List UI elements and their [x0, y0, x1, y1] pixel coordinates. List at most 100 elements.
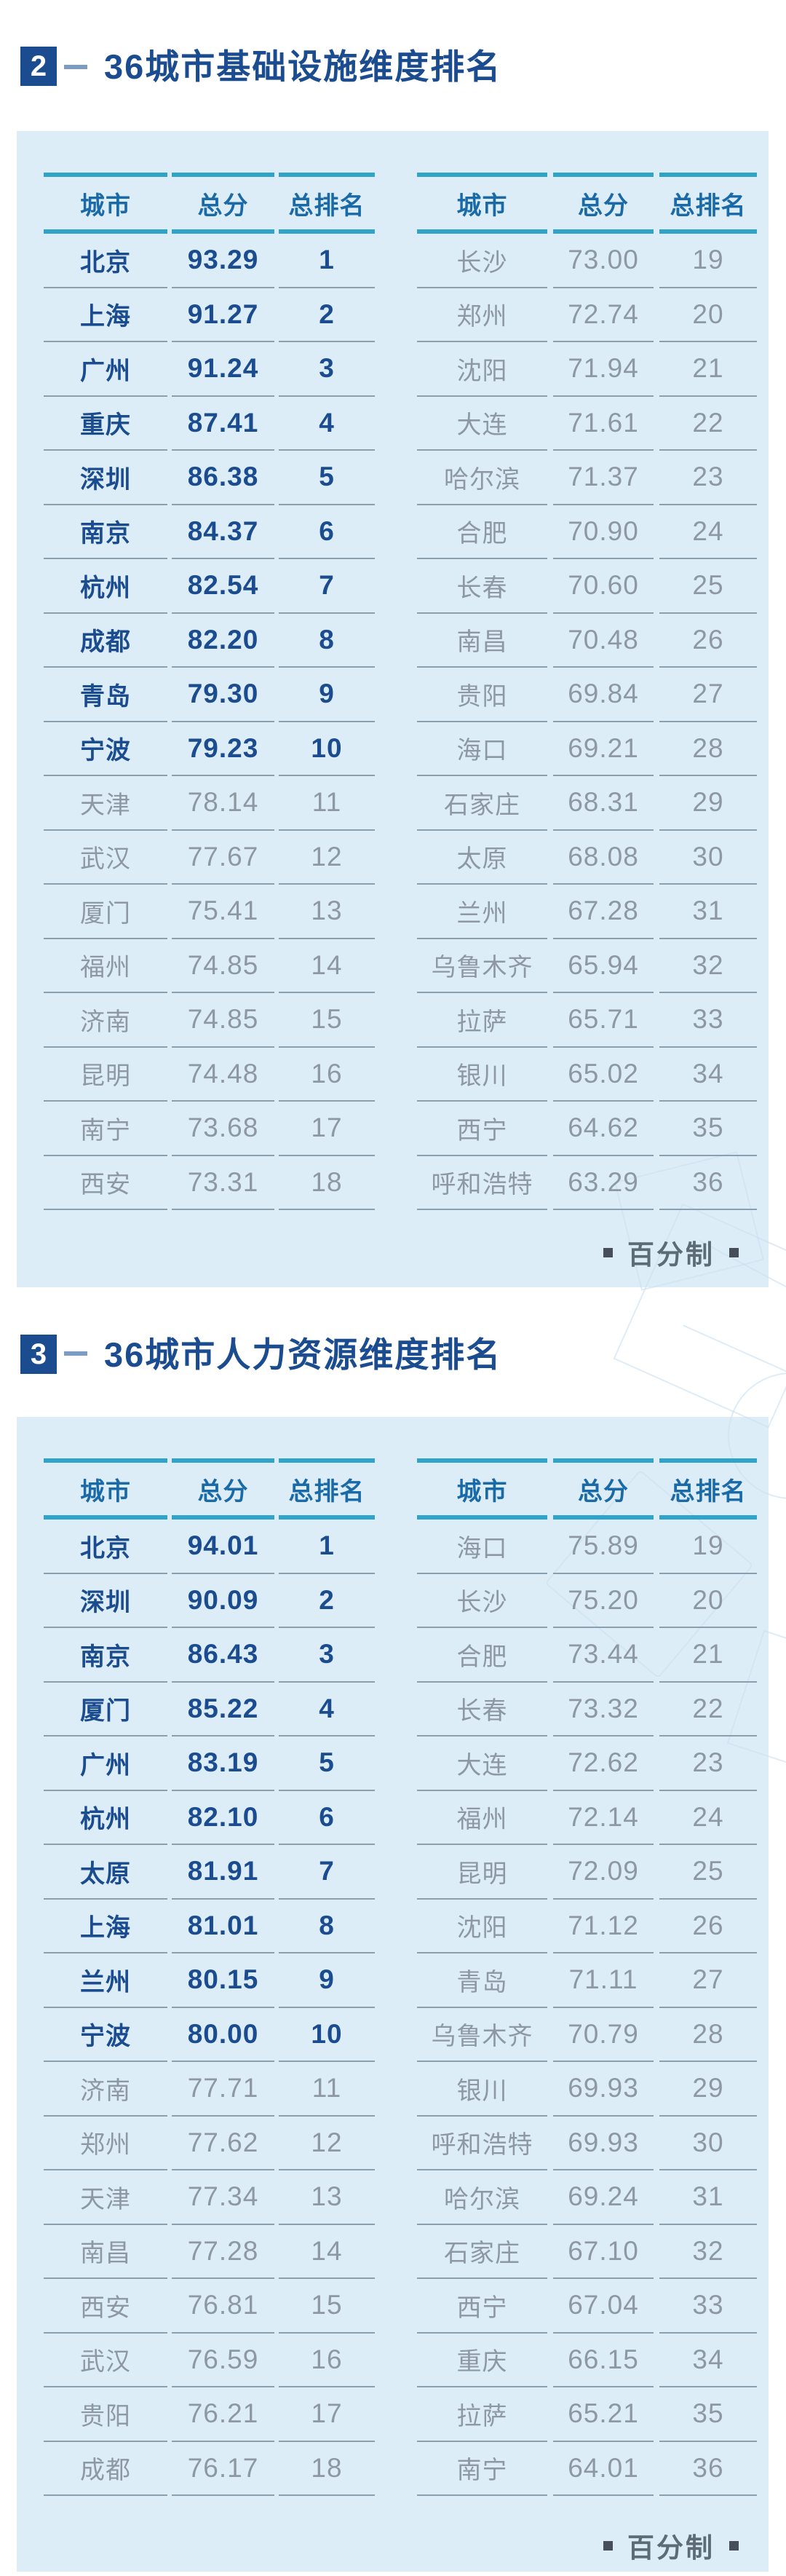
score-cell: 73.44	[553, 1628, 654, 1683]
score-cell: 81.91	[172, 1845, 274, 1900]
city-cell: 石家庄	[417, 776, 547, 831]
rank-cell: 33	[659, 2279, 757, 2334]
city-cell: 天津	[44, 2170, 167, 2225]
rank-cell: 3	[279, 342, 375, 397]
square-bullet-icon	[729, 2540, 739, 2551]
table-row: 福州 74.85 14	[44, 939, 375, 993]
table-row: 上海 81.01 8	[44, 1900, 375, 1953]
title-dash	[64, 65, 87, 69]
table-row: 太原 68.08 30	[417, 831, 757, 885]
column-header-city: 城市	[44, 1458, 167, 1520]
table-row: 石家庄 67.10 32	[417, 2225, 757, 2279]
table-row: 哈尔滨 71.37 23	[417, 451, 757, 505]
table-row: 昆明 72.09 25	[417, 1845, 757, 1900]
city-cell: 太原	[44, 1845, 167, 1900]
table-row: 济南 77.71 11	[44, 2062, 375, 2117]
rank-cell: 11	[279, 2062, 375, 2117]
score-cell: 70.79	[553, 2008, 654, 2062]
table-row: 青岛 71.11 27	[417, 1953, 757, 2008]
section-badge: 3	[20, 1335, 57, 1374]
city-cell: 太原	[417, 831, 547, 885]
table-row: 济南 74.85 15	[44, 993, 375, 1048]
rank-cell: 19	[659, 1520, 757, 1574]
table-row: 长沙 75.20 20	[417, 1574, 757, 1628]
score-cell: 80.00	[172, 2008, 274, 2062]
table-row: 深圳 90.09 2	[44, 1574, 375, 1628]
score-cell: 71.61	[553, 397, 654, 451]
table-row: 贵阳 69.84 27	[417, 668, 757, 722]
score-cell: 69.84	[553, 668, 654, 722]
score-cell: 71.12	[553, 1900, 654, 1953]
table-row: 西安 73.31 18	[44, 1156, 375, 1210]
rank-cell: 31	[659, 2170, 757, 2225]
city-cell: 武汉	[44, 2334, 167, 2387]
table-row: 乌鲁木齐 70.79 28	[417, 2008, 757, 2062]
table-row: 乌鲁木齐 65.94 32	[417, 939, 757, 993]
score-cell: 72.14	[553, 1791, 654, 1845]
city-cell: 重庆	[44, 397, 167, 451]
city-cell: 宁波	[44, 722, 167, 776]
rank-cell: 6	[279, 1791, 375, 1845]
city-cell: 哈尔滨	[417, 451, 547, 505]
city-cell: 济南	[44, 993, 167, 1048]
score-cell: 77.28	[172, 2225, 274, 2279]
table-row: 成都 76.17 18	[44, 2442, 375, 2496]
score-cell: 67.04	[553, 2279, 654, 2334]
city-cell: 杭州	[44, 559, 167, 614]
city-cell: 海口	[417, 722, 547, 776]
table-row: 武汉 76.59 16	[44, 2334, 375, 2387]
score-cell: 77.34	[172, 2170, 274, 2225]
score-cell: 82.10	[172, 1791, 274, 1845]
rank-cell: 23	[659, 451, 757, 505]
square-bullet-icon	[603, 1247, 613, 1257]
rank-cell: 16	[279, 2334, 375, 2387]
city-cell: 南京	[44, 1628, 167, 1683]
score-cell: 93.29	[172, 234, 274, 288]
city-cell: 武汉	[44, 831, 167, 885]
city-cell: 大连	[417, 397, 547, 451]
table-row: 南京 86.43 3	[44, 1628, 375, 1683]
rank-cell: 14	[279, 2225, 375, 2279]
score-cell: 65.71	[553, 993, 654, 1048]
table-row: 拉萨 65.21 35	[417, 2387, 757, 2442]
city-cell: 上海	[44, 1900, 167, 1953]
rank-cell: 21	[659, 1628, 757, 1683]
table-body-right: 长沙 73.00 19 郑州 72.74 20 沈阳 71.94 21 大连 71.61 22 哈尔滨 7…	[417, 234, 757, 1210]
score-cell: 70.90	[553, 505, 654, 559]
column-header-score: 总分	[172, 1458, 274, 1520]
city-cell: 厦门	[44, 885, 167, 939]
table-row: 郑州 72.74 20	[417, 288, 757, 342]
table-row: 天津 77.34 13	[44, 2170, 375, 2225]
rank-cell: 24	[659, 1791, 757, 1845]
city-cell: 哈尔滨	[417, 2170, 547, 2225]
score-cell: 79.30	[172, 668, 274, 722]
city-cell: 沈阳	[417, 342, 547, 397]
table-row: 大连 72.62 23	[417, 1737, 757, 1791]
score-cell: 84.37	[172, 505, 274, 559]
rank-cell: 30	[659, 2117, 757, 2170]
score-cell: 71.11	[553, 1953, 654, 2008]
city-cell: 南京	[44, 505, 167, 559]
score-cell: 64.62	[553, 1102, 654, 1156]
table-row: 重庆 66.15 34	[417, 2334, 757, 2387]
rank-cell: 28	[659, 722, 757, 776]
table-row: 重庆 87.41 4	[44, 397, 375, 451]
rank-cell: 12	[279, 2117, 375, 2170]
column-header-rank: 总排名	[279, 1458, 375, 1520]
table-row: 上海 91.27 2	[44, 288, 375, 342]
section-title: 36城市基础设施维度排名	[104, 47, 502, 86]
city-cell: 厦门	[44, 1683, 167, 1737]
city-cell: 南宁	[417, 2442, 547, 2496]
city-cell: 长春	[417, 1683, 547, 1737]
city-cell: 合肥	[417, 505, 547, 559]
column-header-rank: 总排名	[659, 173, 757, 234]
score-cell: 75.41	[172, 885, 274, 939]
table-header: 城市 总分 总排名	[44, 173, 375, 234]
rank-cell: 17	[279, 1102, 375, 1156]
score-cell: 94.01	[172, 1520, 274, 1574]
scale-note: 百分制	[589, 2529, 753, 2563]
score-cell: 72.62	[553, 1737, 654, 1791]
city-cell: 拉萨	[417, 993, 547, 1048]
square-bullet-icon	[729, 1247, 739, 1257]
rank-cell: 16	[279, 1048, 375, 1102]
